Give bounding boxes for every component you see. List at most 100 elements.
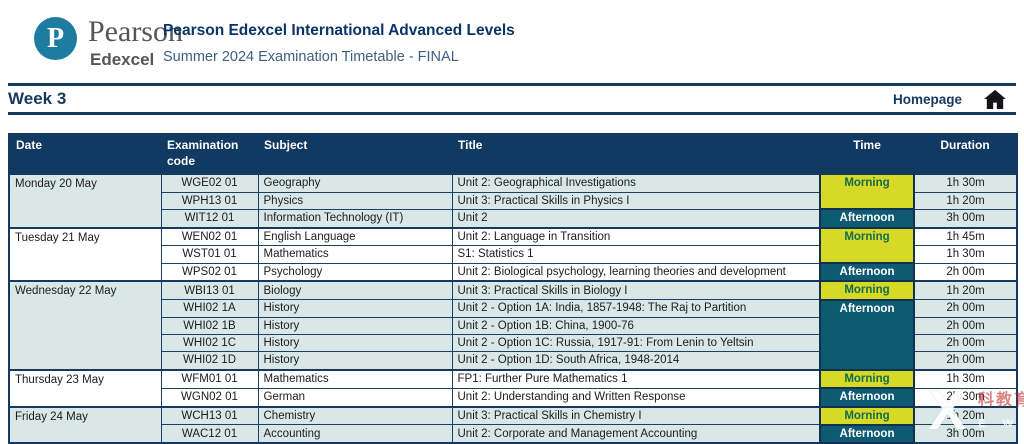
date-cell: Monday 20 May: [8, 173, 162, 229]
subject-cell: History: [257, 316, 453, 336]
subject-cell: Biology: [257, 280, 453, 301]
subject-cell: Physics: [257, 191, 453, 210]
page-title: Pearson Edexcel International Advanced L…: [163, 22, 515, 39]
brand-name: Pearson: [88, 15, 183, 48]
table-row: WAC12 01 Accounting Unit 2: Corporate an…: [9, 423, 1018, 444]
title-cell: Unit 2 - Option 1D: South Africa, 1948-2…: [451, 351, 821, 371]
exam-code-cell: WAC12 01: [160, 424, 259, 444]
col-header-date: Date: [9, 134, 161, 175]
time-cell-morning: Morning: [819, 368, 915, 390]
subject-cell: German: [257, 387, 453, 408]
time-cell-morning: Morning: [819, 173, 915, 211]
title-cell: S1: Statistics 1: [451, 245, 821, 264]
subject-cell: Mathematics: [257, 368, 453, 389]
time-cell-morning: Morning: [819, 226, 915, 265]
exam-timetable: Date Examination code Subject Title Time…: [8, 133, 1018, 444]
table-row: Tuesday 21 May WEN02 01 English Language…: [8, 226, 1018, 282]
table-row: WIT12 01 Information Technology (IT) Uni…: [9, 208, 1018, 229]
title-cell: Unit 2 - Option 1B: China, 1900-76: [451, 316, 821, 336]
table-row: WST01 01 Mathematics S1: Statistics 1 1h…: [9, 245, 1018, 264]
exam-code-cell: WEN02 01: [160, 226, 259, 247]
duration-cell: 2h 00m: [913, 334, 1018, 353]
duration-cell: 1h 20m: [913, 405, 1018, 426]
exam-code-cell: WGE02 01: [160, 173, 259, 193]
time-cell-morning: Morning: [819, 405, 915, 426]
table-row: WHI02 1A History Unit 2 - Option 1A: Ind…: [9, 298, 1018, 371]
table-row: WHI02 1D History Unit 2 - Option 1D: Sou…: [9, 351, 1018, 371]
duration-cell: 1h 30m: [913, 368, 1018, 389]
title-cell: Unit 2 - Option 1C: Russia, 1917-91: Fro…: [451, 334, 821, 353]
title-cell: Unit 2: Language in Transition: [451, 226, 821, 247]
title-cell: Unit 3: Practical Skills in Physics I: [451, 191, 821, 210]
table-row: Thursday 23 May WFM01 01 Mathematics FP1…: [8, 368, 1018, 408]
exam-code-cell: WHI02 1A: [160, 299, 259, 318]
exam-code-cell: WST01 01: [160, 245, 259, 264]
date-cell: Thursday 23 May: [8, 368, 162, 408]
page-subtitle: Summer 2024 Examination Timetable - FINA…: [163, 49, 459, 65]
title-cell: Unit 2: Understanding and Written Respon…: [451, 387, 821, 408]
table-row: WHI02 1C History Unit 2 - Option 1C: Rus…: [9, 334, 1018, 353]
title-cell: FP1: Further Pure Mathematics 1: [451, 368, 821, 389]
duration-cell: 2h 00m: [913, 316, 1018, 336]
subject-cell: Psychology: [257, 262, 453, 282]
col-header-exam-code: Examination code: [161, 134, 258, 175]
subject-cell: Accounting: [257, 424, 453, 444]
title-cell: Unit 2: Geographical Investigations: [451, 173, 821, 193]
table-row: WPS02 01 Psychology Unit 2: Biological p…: [9, 262, 1018, 283]
pearson-logo: P Pearson Edexcel: [34, 17, 183, 70]
table-row: WHI02 1B History Unit 2 - Option 1B: Chi…: [9, 316, 1018, 336]
time-cell-morning: Morning: [819, 280, 915, 301]
time-cell-afternoon: Afternoon: [819, 298, 915, 371]
subject-cell: Chemistry: [257, 405, 453, 426]
exam-code-cell: WGN02 01: [160, 387, 259, 408]
exam-code-cell: WPH13 01: [160, 191, 259, 210]
time-cell-afternoon: Afternoon: [819, 423, 915, 444]
week-label: Week 3: [8, 89, 67, 108]
duration-cell: 1h 30m: [913, 173, 1018, 193]
subject-cell: Geography: [257, 173, 453, 193]
subject-cell: English Language: [257, 226, 453, 247]
duration-cell: 3h 00m: [913, 424, 1018, 444]
brand-division: Edexcel: [90, 50, 155, 69]
duration-cell: 1h 20m: [913, 191, 1018, 210]
exam-code-cell: WHI02 1B: [160, 316, 259, 336]
duration-cell: 2h 00m: [913, 299, 1018, 318]
pearson-logo-icon: P: [34, 17, 77, 60]
title-cell: Unit 3: Practical Skills in Chemistry I: [451, 405, 821, 426]
title-cell: Unit 2 - Option 1A: India, 1857-1948: Th…: [451, 299, 821, 318]
exam-code-cell: WBI13 01: [160, 280, 259, 301]
subject-cell: Mathematics: [257, 245, 453, 264]
duration-cell: 2h 00m: [913, 262, 1018, 282]
date-cell: Wednesday 22 May: [8, 280, 162, 371]
duration-cell: 3h 00m: [913, 208, 1018, 229]
exam-code-cell: WHI02 1C: [160, 334, 259, 353]
exam-code-cell: WIT12 01: [160, 208, 259, 229]
table-row: Friday 24 May WCH13 01 Chemistry Unit 3:…: [8, 405, 1018, 444]
col-header-duration: Duration: [914, 134, 1017, 175]
duration-cell: 1h 45m: [913, 226, 1018, 247]
duration-cell: 2h 00m: [913, 351, 1018, 371]
col-header-subject: Subject: [258, 134, 452, 175]
homepage-link[interactable]: Homepage: [892, 91, 962, 107]
table-row: Monday 20 May WGE02 01 Geography Unit 2:…: [8, 173, 1018, 229]
home-icon[interactable]: [984, 89, 1006, 109]
duration-cell: 2h 30m: [913, 387, 1018, 408]
week-bar: Week 3 Homepage: [8, 83, 1016, 115]
title-cell: Unit 2: Corporate and Management Account…: [451, 424, 821, 444]
exam-code-cell: WHI02 1D: [160, 351, 259, 371]
table-row: WGN02 01 German Unit 2: Understanding an…: [9, 387, 1018, 408]
title-cell: Unit 3: Practical Skills in Biology I: [451, 280, 821, 301]
time-cell-afternoon: Afternoon: [819, 387, 915, 408]
table-row: Wednesday 22 May WBI13 01 Biology Unit 3…: [8, 280, 1018, 371]
title-cell: Unit 2: [451, 208, 821, 229]
date-cell: Friday 24 May: [8, 405, 162, 444]
duration-cell: 1h 20m: [913, 280, 1018, 301]
time-cell-afternoon: Afternoon: [819, 262, 915, 283]
title-cell: Unit 2: Biological psychology, learning …: [451, 262, 821, 282]
subject-cell: Information Technology (IT): [257, 208, 453, 229]
subject-cell: History: [257, 334, 453, 353]
exam-code-cell: WFM01 01: [160, 368, 259, 389]
duration-cell: 1h 30m: [913, 245, 1018, 264]
subject-cell: History: [257, 299, 453, 318]
table-header-row: Date Examination code Subject Title Time…: [9, 134, 1017, 175]
